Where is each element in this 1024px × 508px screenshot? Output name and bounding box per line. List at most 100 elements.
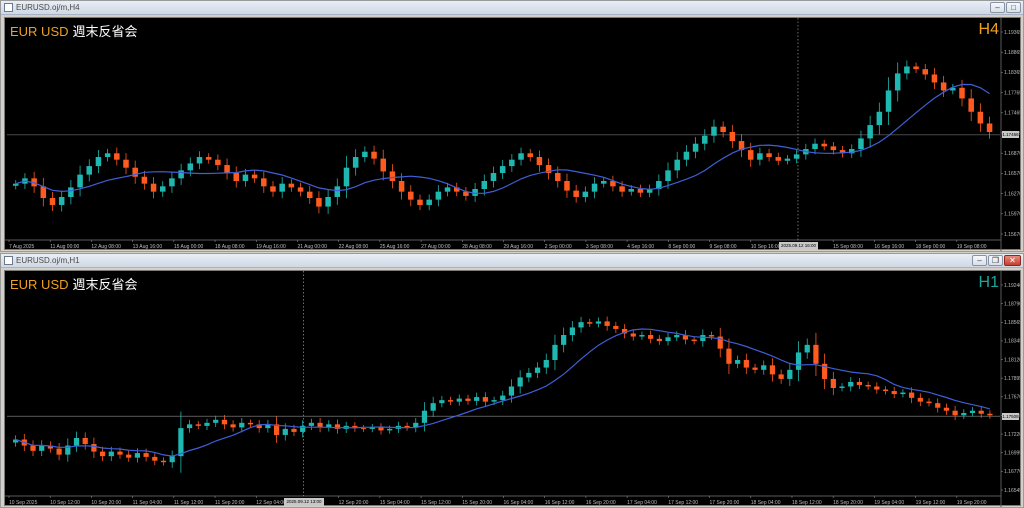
- time-axis-label: 17 Sep 04:00: [627, 500, 657, 506]
- candle-body: [865, 384, 871, 387]
- candle-body: [152, 456, 158, 461]
- candle-body: [256, 424, 262, 429]
- candle-body: [830, 378, 836, 389]
- time-axis-label: 3 Sep 08:00: [586, 244, 613, 250]
- candle-body: [233, 173, 239, 182]
- candle-body: [656, 338, 662, 342]
- time-axis-label: 16 Sep 04:00: [504, 500, 534, 506]
- candle-body: [398, 181, 405, 192]
- candle-body: [867, 125, 873, 139]
- candle-body: [215, 159, 221, 166]
- chart-area-h1[interactable]: 1.19240 1.18790 1.18565 1.18345 1.18120 1.178…: [4, 270, 1021, 507]
- candle-body: [885, 90, 892, 112]
- candle-body: [691, 339, 697, 342]
- jp-label: 週末反省会: [72, 277, 138, 292]
- time-axis-label: 10 Sep 12:00: [50, 500, 80, 506]
- timeframe-label: H4: [978, 21, 999, 38]
- candle-body: [273, 424, 280, 435]
- moving-average-line: [15, 83, 990, 194]
- candle-body: [251, 174, 258, 179]
- candle-body: [447, 400, 454, 402]
- candle-body: [39, 445, 45, 451]
- candle-body: [769, 365, 776, 375]
- candle-body: [371, 151, 377, 159]
- time-axis-label: 13 Aug 16:00: [133, 244, 163, 250]
- time-axis-label: 18 Sep 04:00: [751, 500, 781, 506]
- candle-body: [13, 439, 19, 443]
- candle-body: [91, 444, 97, 452]
- candle-body: [775, 157, 782, 161]
- close-button[interactable]: ✕: [1004, 255, 1021, 266]
- chart-window-icon: [4, 3, 13, 12]
- candle-body: [56, 448, 62, 455]
- candle-body: [435, 191, 442, 200]
- current-price-badge: 1.17508: [1002, 412, 1019, 420]
- chart-window-h1[interactable]: EURUSD.oj/m,H1 – ❐ ✕ 1.19240 1.18790 1.185…: [0, 253, 1024, 508]
- candle-body: [527, 153, 533, 158]
- price-axis-label: 1.18565: [1004, 320, 1020, 326]
- candle-body: [472, 188, 478, 196]
- candle-body: [787, 369, 793, 379]
- candle-body: [159, 186, 166, 192]
- window-title-bar[interactable]: EURUSD.oj/m,H1 – ❐ ✕: [1, 254, 1023, 268]
- restore-button[interactable]: ❐: [988, 255, 1003, 266]
- candle-body: [587, 322, 593, 324]
- candle-body: [47, 445, 54, 449]
- candle-body: [404, 425, 410, 428]
- candle-body: [595, 321, 602, 324]
- candle-body: [848, 381, 854, 387]
- price-axis-label: 1.16870: [1004, 151, 1020, 157]
- chart-window-h4[interactable]: EURUSD.oj/m,H4 – □ 1.19365 1.18865 1.18365…: [0, 0, 1024, 252]
- candle-body: [500, 395, 506, 401]
- time-axis-label: 18 Sep 12:00: [792, 500, 822, 506]
- chart-area-h4[interactable]: 1.193651.188651.183651.177651.174651.171…: [4, 17, 1021, 251]
- candle-body: [978, 410, 984, 414]
- minimize-button[interactable]: –: [990, 2, 1005, 13]
- candle-body: [702, 135, 708, 144]
- candle-body: [187, 163, 194, 171]
- candle-body: [821, 143, 827, 147]
- candle-body: [413, 422, 419, 428]
- time-axis-label: 15 Aug 00:00: [174, 244, 204, 250]
- candlestick-chart-h4[interactable]: 1.193651.188651.183651.177651.174651.171…: [5, 18, 1020, 251]
- candle-body: [169, 456, 175, 463]
- time-axis-label: 17 Sep 12:00: [668, 500, 698, 506]
- candle-body: [628, 188, 635, 192]
- price-axis-label: 1.17465: [1004, 111, 1020, 117]
- candle-body: [804, 344, 810, 353]
- candle-body: [743, 360, 749, 368]
- maximize-button[interactable]: □: [1006, 2, 1021, 13]
- maximize-icon: □: [1011, 3, 1016, 12]
- candle-body: [795, 352, 802, 370]
- price-axis-label: 1.17895: [1004, 376, 1020, 382]
- time-axis-label: 12 Sep 04:00: [256, 500, 286, 506]
- time-axis-label: 11 Sep 12:00: [174, 500, 204, 506]
- candle-body: [569, 327, 575, 336]
- candle-body: [378, 427, 384, 431]
- candle-body: [213, 419, 219, 423]
- time-axis-label: 7 Aug 2025: [9, 244, 35, 250]
- candle-body: [316, 198, 322, 207]
- symbol-name: EUR USD: [10, 277, 69, 292]
- candle-body: [134, 453, 141, 458]
- candle-body: [150, 183, 157, 192]
- candle-body: [306, 191, 313, 199]
- candle-body: [221, 419, 227, 425]
- candle-body: [913, 66, 919, 70]
- candle-body: [288, 183, 295, 188]
- candle-body: [943, 407, 950, 411]
- window-title-bar[interactable]: EURUSD.oj/m,H4 – □: [1, 1, 1023, 15]
- candle-body: [717, 336, 723, 349]
- candle-body: [123, 159, 129, 168]
- candle-body: [463, 191, 469, 196]
- minimize-button[interactable]: –: [972, 255, 987, 266]
- price-axis-label: 1.16770: [1004, 469, 1020, 475]
- candle-body: [380, 158, 386, 172]
- candle-body: [317, 422, 323, 428]
- candlestick-chart-h1[interactable]: 1.19240 1.18790 1.18565 1.18345 1.18120 1.178…: [5, 271, 1020, 507]
- candle-body: [518, 153, 524, 160]
- candle-body: [882, 389, 889, 392]
- candle-body: [952, 410, 958, 416]
- candle-body: [430, 403, 436, 411]
- candle-body: [904, 66, 910, 74]
